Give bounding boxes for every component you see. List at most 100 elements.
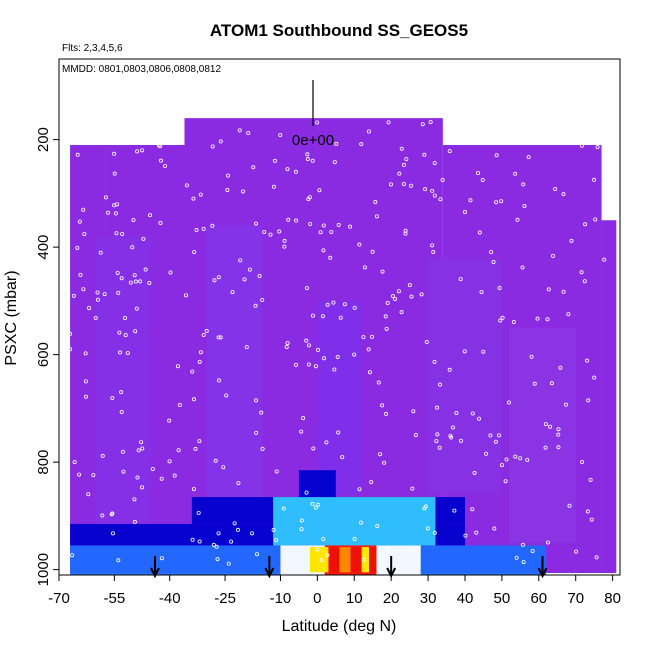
sample-dot — [352, 305, 357, 310]
sample-dot — [204, 329, 209, 334]
x-tick-label: -10 — [270, 590, 292, 607]
sample-dot — [561, 192, 566, 197]
band-core-1 — [339, 547, 351, 573]
sample-dot — [410, 486, 415, 491]
sample-dot — [420, 122, 425, 127]
sample-dot — [132, 497, 137, 502]
sample-dot — [251, 165, 256, 170]
sample-dot — [211, 542, 216, 547]
x-tick-label: -55 — [104, 590, 126, 607]
sample-dot — [423, 187, 428, 192]
sample-dot — [253, 303, 258, 308]
sample-dot — [191, 487, 196, 492]
y-tick-label: 200 — [35, 127, 52, 152]
sample-dot — [450, 425, 455, 430]
sample-dot — [447, 149, 452, 154]
sample-dot — [123, 315, 128, 320]
sample-dot — [321, 223, 326, 228]
x-tick-label: 70 — [567, 590, 584, 607]
sample-dots — [68, 120, 607, 566]
sample-dot — [116, 290, 121, 295]
sample-dot — [299, 527, 304, 532]
sample-dot — [352, 352, 357, 357]
sample-dot — [218, 335, 223, 340]
sample-dot — [315, 347, 320, 352]
sample-dot — [214, 544, 219, 549]
sample-dot — [593, 217, 598, 222]
sample-dot — [68, 331, 73, 336]
sample-dot — [340, 455, 345, 460]
sample-dot — [110, 531, 115, 536]
sample-dot — [78, 272, 83, 277]
sample-dot — [359, 142, 364, 147]
sample-dot — [113, 211, 118, 216]
sample-dot — [190, 537, 195, 542]
sample-dot — [399, 310, 404, 315]
band-layer-7 — [298, 470, 336, 498]
sample-dot — [458, 438, 463, 443]
sample-dot — [125, 351, 130, 356]
sample-dot — [382, 460, 387, 465]
sample-dot — [72, 460, 77, 465]
sample-dot — [119, 410, 124, 415]
x-tick-label: 50 — [494, 590, 511, 607]
sample-dot — [313, 364, 318, 369]
sample-dot — [167, 418, 172, 423]
sample-dot — [543, 445, 548, 450]
sample-dot — [163, 163, 168, 168]
sample-dot — [225, 173, 230, 178]
sample-dot — [159, 556, 164, 561]
sample-dot — [130, 245, 135, 250]
sample-dot — [305, 152, 310, 157]
sample-dot — [93, 315, 98, 320]
sample-dot — [158, 221, 163, 226]
sample-dot — [216, 335, 221, 340]
sample-dot — [407, 283, 412, 288]
sample-dot — [386, 120, 391, 125]
sample-dot — [556, 427, 561, 432]
sample-dot — [102, 292, 107, 297]
sample-dot — [274, 538, 279, 543]
sample-dot — [558, 365, 563, 370]
x-tick-label: 30 — [420, 590, 437, 607]
sample-dot — [141, 236, 146, 241]
sample-dot — [580, 460, 585, 465]
sample-dot — [236, 481, 241, 486]
y-tick-label: 600 — [35, 342, 52, 367]
sample-dot — [253, 221, 258, 226]
sample-dot — [380, 269, 385, 274]
x-tick-label: -70 — [48, 590, 70, 607]
sample-dot — [411, 409, 416, 414]
sample-dot — [390, 294, 395, 299]
sample-dot — [428, 120, 433, 125]
sample-dot — [114, 231, 119, 236]
sample-dot — [556, 432, 561, 437]
shade-patch-3 — [428, 257, 502, 495]
sample-dot — [494, 153, 499, 158]
sample-dot — [357, 487, 362, 492]
sample-dot — [71, 293, 76, 298]
sample-dot — [342, 302, 347, 307]
sample-dot — [399, 146, 404, 151]
sample-dot — [472, 471, 477, 476]
sample-dot — [77, 219, 82, 224]
sample-dot — [81, 287, 86, 292]
sample-dot — [216, 531, 221, 536]
sample-dot — [304, 490, 309, 495]
sample-dot — [384, 411, 389, 416]
sample-dot — [282, 244, 287, 249]
sample-dot — [479, 290, 484, 295]
sample-dot — [133, 279, 138, 284]
band-core-2 — [350, 547, 362, 573]
sample-dot — [579, 270, 584, 275]
sample-dot — [422, 152, 427, 157]
sample-dot — [336, 223, 341, 228]
sample-dot — [362, 265, 367, 270]
arrow-head-1 — [264, 567, 275, 579]
band-layer-6 — [464, 545, 547, 575]
sample-dot — [413, 433, 418, 438]
sample-dot — [408, 183, 413, 188]
sample-dot — [438, 197, 443, 202]
sample-dot — [281, 506, 286, 511]
